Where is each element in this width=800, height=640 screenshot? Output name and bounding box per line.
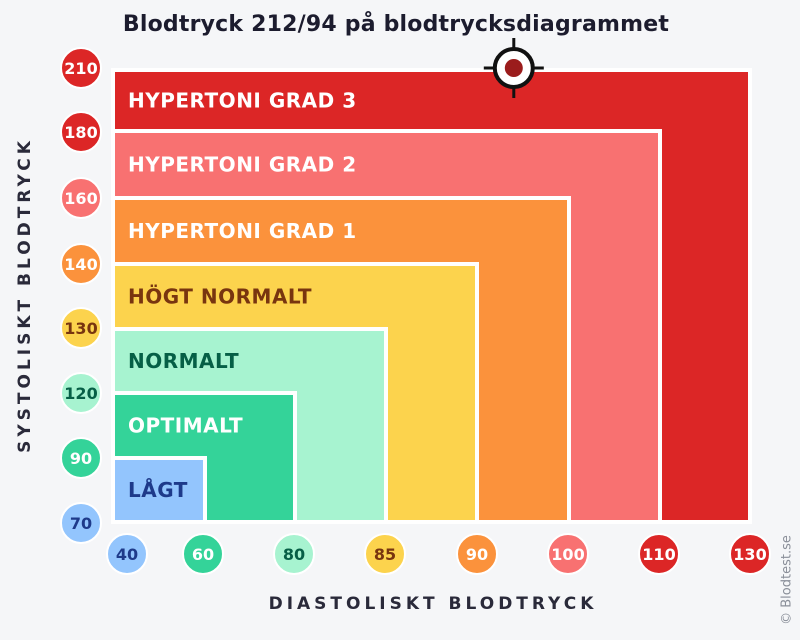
- y-tick-circle: [60, 307, 102, 349]
- x-tick-label: 130: [733, 545, 766, 564]
- x-tick-label: 100: [551, 545, 584, 564]
- y-tick-circle: [60, 177, 102, 219]
- zone-label: LÅGT: [128, 478, 188, 502]
- y-tick-circle: [60, 243, 102, 285]
- x-tick-label: 90: [466, 545, 488, 564]
- y-tick-label: 140: [64, 255, 97, 274]
- x-tick-circle: [638, 533, 680, 575]
- y-tick-circle: [60, 502, 102, 544]
- x-tick-circle: [729, 533, 771, 575]
- zone-label: HYPERTONI GRAD 3: [128, 89, 357, 113]
- x-tick-circle: [182, 533, 224, 575]
- x-tick-label: 85: [374, 545, 396, 564]
- zone-label: NORMALT: [128, 349, 239, 373]
- y-tick-circle: [60, 437, 102, 479]
- chart-title: Blodtryck 212/94 på blodtrycksdiagrammet: [122, 12, 670, 37]
- x-tick-label: 60: [192, 545, 214, 564]
- y-tick-label: 160: [64, 189, 97, 208]
- y-tick-circle: [60, 372, 102, 414]
- zone-label: HÖGT NORMALT: [128, 285, 312, 309]
- y-tick-label: 90: [70, 449, 92, 468]
- zone-label: OPTIMALT: [128, 414, 243, 438]
- y-tick-label: 180: [64, 123, 97, 142]
- x-tick-circle: [106, 533, 148, 575]
- x-tick-circle: [273, 533, 315, 575]
- x-tick-circle: [456, 533, 498, 575]
- x-tick-label: 80: [283, 545, 305, 564]
- marker-dot: [504, 59, 523, 77]
- y-tick-label: 120: [64, 384, 97, 403]
- y-tick-circle: [60, 111, 102, 153]
- zone-label: HYPERTONI GRAD 1: [128, 219, 357, 243]
- x-tick-circle: [547, 533, 589, 575]
- x-tick-label: 40: [116, 545, 138, 564]
- y-tick-label: 210: [64, 59, 97, 78]
- y-tick-label: 70: [70, 514, 92, 533]
- x-axis-label: DIASTOLISKT BLODTRYCK: [268, 594, 598, 614]
- x-tick-label: 110: [642, 545, 675, 564]
- y-tick-circle: [60, 47, 102, 89]
- zone-lågt: [111, 456, 207, 524]
- y-tick-label: 130: [64, 319, 97, 338]
- zone-label: HYPERTONI GRAD 2: [128, 153, 357, 177]
- x-tick-circle: [364, 533, 406, 575]
- target-marker-icon: [483, 38, 544, 98]
